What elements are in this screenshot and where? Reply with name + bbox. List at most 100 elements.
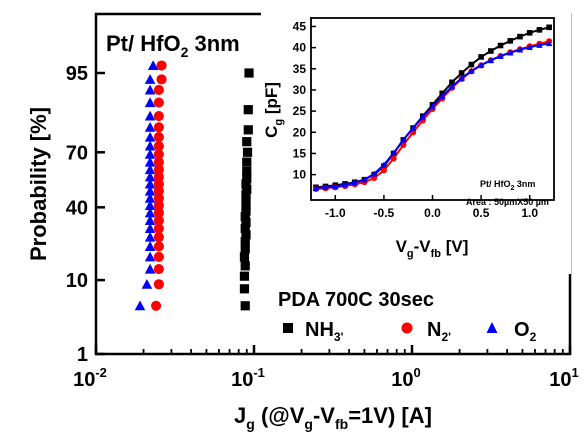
main-point-o2 <box>144 215 156 226</box>
main-point-nh3 <box>242 184 252 194</box>
main-point-nh3 <box>239 271 250 281</box>
main-point-o2 <box>144 200 156 210</box>
inset-point-nh3 <box>526 30 533 36</box>
main-point-n2 <box>151 300 162 311</box>
main-point-nh3 <box>240 223 250 234</box>
inset-point-o2 <box>312 184 320 191</box>
inset-x-tick-label-4: 1.0 <box>521 206 538 220</box>
main-point-o2 <box>144 84 156 95</box>
inset-y-tick-label-7: 45 <box>293 19 307 33</box>
inset-point-o2 <box>429 103 436 110</box>
main-point-n2 <box>156 74 167 85</box>
inset-point-nh3 <box>497 42 504 49</box>
inset-point-o2 <box>361 176 368 183</box>
inset-point-o2 <box>545 40 553 47</box>
main-point-n2 <box>153 149 164 160</box>
main-series-o2 <box>134 60 159 311</box>
inset-y-tick-label-4: 30 <box>293 83 307 97</box>
main-point-o2 <box>144 178 156 189</box>
main-point-o2 <box>144 140 156 151</box>
main-point-n2 <box>153 279 164 290</box>
inset-point-o2 <box>370 170 378 177</box>
main-point-nh3 <box>243 125 253 135</box>
inset-point-n2 <box>390 155 397 162</box>
y-tick-label-1: 10 <box>66 270 88 292</box>
y-tick-label-0: 1 <box>77 344 88 366</box>
inset-annotation-sample: Pt/ HfO2 3nm <box>480 179 535 192</box>
inset-point-nh3 <box>536 27 543 33</box>
y-tick-label-4: 95 <box>66 63 88 85</box>
inset-x-tick-label-0: -1.0 <box>325 206 346 220</box>
main-point-nh3 <box>242 166 252 177</box>
inset-point-o2 <box>400 136 407 143</box>
inset-point-o2 <box>439 93 446 100</box>
main-point-nh3 <box>241 200 251 211</box>
x-tick-label-1: 10-1 <box>231 365 265 391</box>
y-axis-label: Probability [%] <box>26 107 51 261</box>
main-point-o2 <box>144 251 156 262</box>
inset-y-tick-label-0: 10 <box>293 168 307 182</box>
main-point-n2 <box>153 186 164 197</box>
main-point-n2 <box>153 200 164 211</box>
main-point-n2 <box>153 223 164 234</box>
main-point-n2 <box>153 140 164 152</box>
main-point-n2 <box>153 179 164 190</box>
main-point-n2 <box>153 122 164 133</box>
legend-marker-nh3 <box>283 323 293 333</box>
inset-point-o2 <box>322 184 329 191</box>
legend-label-n2: N2' <box>427 319 451 344</box>
inset-point-o2 <box>487 57 495 64</box>
main-point-n2 <box>153 241 164 252</box>
main-point-n2 <box>153 193 164 204</box>
inset-point-o2 <box>477 61 485 68</box>
inset-y-tick-label-1: 15 <box>293 146 307 160</box>
main-point-nh3 <box>240 301 250 311</box>
inset-point-o2 <box>507 49 514 56</box>
main-point-o2 <box>144 207 156 218</box>
inset-series-o2 <box>312 40 553 191</box>
inset-point-o2 <box>516 46 524 53</box>
main-point-n2 <box>153 132 164 143</box>
inset-series <box>312 24 553 193</box>
main-point-nh3 <box>242 147 253 157</box>
inset-point-o2 <box>341 181 349 188</box>
main-point-nh3 <box>241 217 251 228</box>
inset-point-o2 <box>332 183 339 190</box>
main-point-nh3 <box>240 244 250 254</box>
inset-point-n2 <box>380 167 387 174</box>
main-point-nh3 <box>241 206 251 216</box>
main-point-o2 <box>144 164 156 175</box>
inset-x-axis-label: Vg-Vfb [V] <box>396 237 469 260</box>
main-point-nh3 <box>240 261 250 271</box>
main-chart-title: Pt/ HfO2 3nm <box>106 31 240 60</box>
main-point-n2 <box>153 110 164 122</box>
legend-label-o2: O2 <box>514 319 537 344</box>
main-point-nh3 <box>242 157 252 167</box>
inset-y-tick-label-6: 40 <box>293 41 307 55</box>
main-point-n2 <box>153 264 164 275</box>
inset-point-nh3 <box>517 33 523 40</box>
main-point-n2 <box>153 97 164 108</box>
main-point-nh3 <box>244 68 254 78</box>
main-point-o2 <box>147 60 159 71</box>
main-point-o2 <box>144 149 156 159</box>
main-point-nh3 <box>241 179 251 189</box>
main-point-o2 <box>144 156 156 167</box>
main-point-n2 <box>153 215 164 226</box>
inset-point-nh3 <box>468 61 475 68</box>
inset-point-nh3 <box>458 70 465 76</box>
main-point-nh3 <box>240 212 250 222</box>
main-point-o2 <box>141 278 153 289</box>
inset-point-o2 <box>409 124 417 131</box>
main-point-nh3 <box>241 195 251 205</box>
main-point-o2 <box>144 74 156 84</box>
main-point-nh3 <box>242 174 252 184</box>
main-point-nh3 <box>242 137 252 147</box>
main-point-o2 <box>144 192 156 203</box>
main-series-n2 <box>151 60 167 311</box>
inset-point-o2 <box>351 179 358 186</box>
main-series-nh3 <box>239 68 254 311</box>
inset-point-nh3 <box>449 79 455 86</box>
main-point-o2 <box>144 121 156 132</box>
